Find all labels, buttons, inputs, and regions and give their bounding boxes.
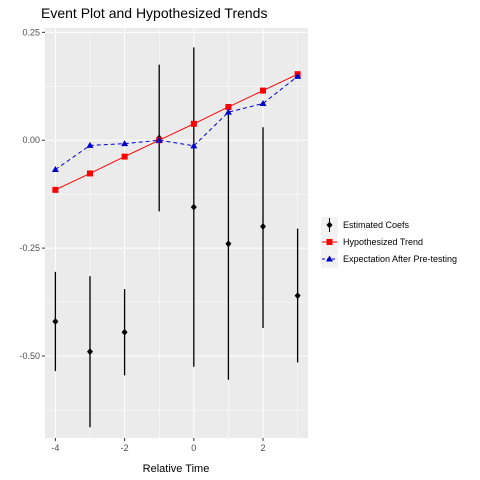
x-tick-label: 2: [261, 443, 266, 453]
y-tick-label: 0.25: [22, 27, 40, 37]
point-estimated-coef: [225, 240, 232, 248]
point-expectation-after-pretesting: [259, 100, 267, 107]
trend-lines: [55, 73, 298, 191]
legend-marker-triangle: [326, 255, 333, 262]
point-expectation-after-pretesting: [294, 72, 302, 79]
x-tick-label: -2: [121, 443, 129, 453]
legend-marker-diamond: [326, 221, 333, 229]
point-expectation-after-pretesting: [51, 166, 59, 173]
point-expectation-after-pretesting: [155, 136, 163, 143]
point-hypothesized-trend: [121, 153, 128, 160]
legend-label: Hypothesized Trend: [343, 237, 423, 247]
y-tick-label: 0.00: [22, 135, 40, 145]
point-estimated-coef: [52, 317, 59, 325]
point-hypothesized-trend: [225, 103, 232, 110]
x-axis-title: Relative Time: [143, 463, 210, 475]
y-tick-label: -0.25: [19, 243, 40, 253]
x-axis: -4 -2 0 2: [51, 438, 266, 453]
legend-label: Expectation After Pre-testing: [343, 254, 457, 264]
point-hypothesized-trend: [52, 186, 59, 193]
legend-label: Estimated Coefs: [343, 220, 410, 230]
y-tick-label: -0.50: [19, 351, 40, 361]
point-estimated-coef: [86, 348, 93, 356]
point-hypothesized-trend: [86, 170, 93, 177]
legend-marker-square: [326, 239, 333, 245]
x-tick-label: -4: [51, 443, 59, 453]
y-axis: 0.25 0.00 -0.25 -0.50: [19, 27, 45, 361]
point-estimated-coef: [121, 328, 128, 336]
chart-title: Event Plot and Hypothesized Trends: [41, 5, 267, 21]
line-hypothesized-trend: [55, 73, 298, 191]
data-points: [51, 71, 302, 356]
point-estimated-coef: [294, 292, 301, 300]
x-tick-label: 0: [191, 443, 196, 453]
point-expectation-after-pretesting: [224, 108, 232, 115]
point-hypothesized-trend: [190, 120, 197, 127]
point-expectation-after-pretesting: [121, 140, 129, 147]
point-hypothesized-trend: [260, 87, 267, 94]
point-estimated-coef: [190, 203, 197, 211]
legend: Estimated Coefs Hypothesized Trend Expecta…: [321, 217, 457, 268]
point-estimated-coef: [260, 223, 267, 231]
plot-panel: [45, 28, 308, 438]
line-expectation-after-pretesting: [55, 75, 298, 170]
point-expectation-after-pretesting: [190, 142, 198, 149]
point-expectation-after-pretesting: [86, 141, 94, 148]
